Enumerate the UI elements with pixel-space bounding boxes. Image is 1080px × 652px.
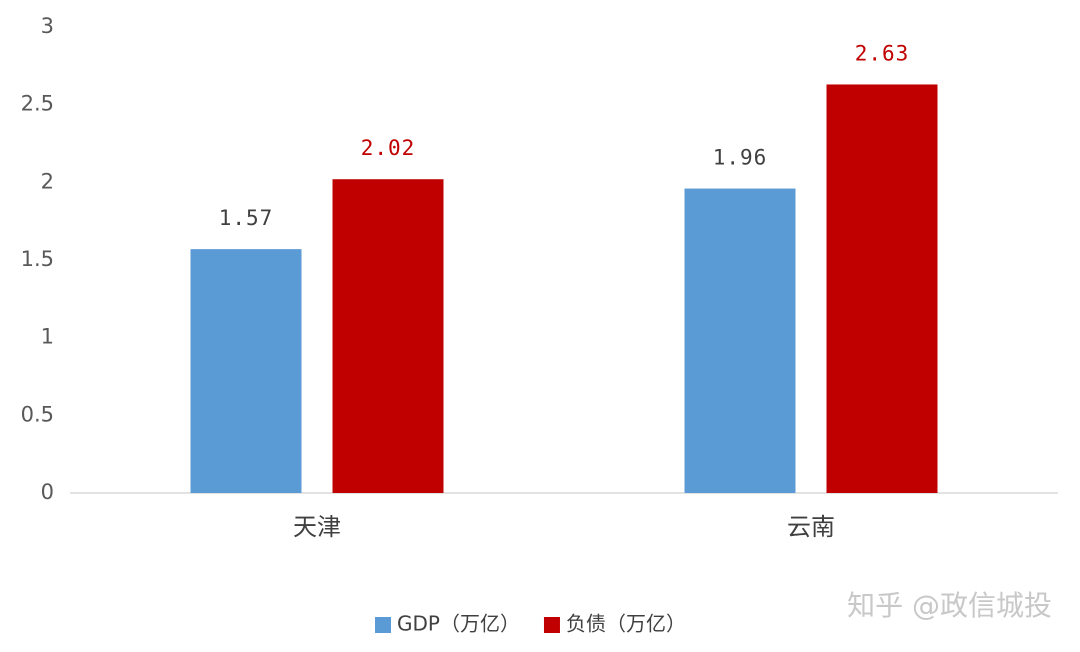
y-tick-label: 2 — [41, 169, 54, 193]
bar — [332, 179, 444, 493]
x-tick-label: 云南 — [787, 513, 835, 541]
bar — [684, 188, 796, 493]
legend-swatch — [543, 617, 560, 633]
watermark: 知乎 @政信城投 — [847, 589, 1052, 622]
bar — [190, 249, 302, 493]
legend-label: GDP（万亿） — [397, 612, 520, 636]
y-tick-label: 2.5 — [21, 92, 54, 116]
legend-label: 负债（万亿） — [566, 612, 686, 636]
y-tick-label: 3 — [41, 14, 54, 38]
value-label: 2.63 — [855, 41, 910, 65]
y-tick-label: 1 — [41, 325, 54, 349]
value-label: 1.96 — [713, 146, 768, 170]
bar — [826, 84, 938, 494]
y-tick-label: 1.5 — [21, 247, 54, 271]
value-label: 1.57 — [219, 206, 274, 230]
value-label: 2.02 — [361, 136, 416, 160]
y-tick-label: 0.5 — [21, 402, 54, 426]
legend-swatch — [375, 617, 391, 633]
x-tick-label: 天津 — [293, 513, 341, 541]
y-tick-label: 0 — [41, 480, 54, 504]
